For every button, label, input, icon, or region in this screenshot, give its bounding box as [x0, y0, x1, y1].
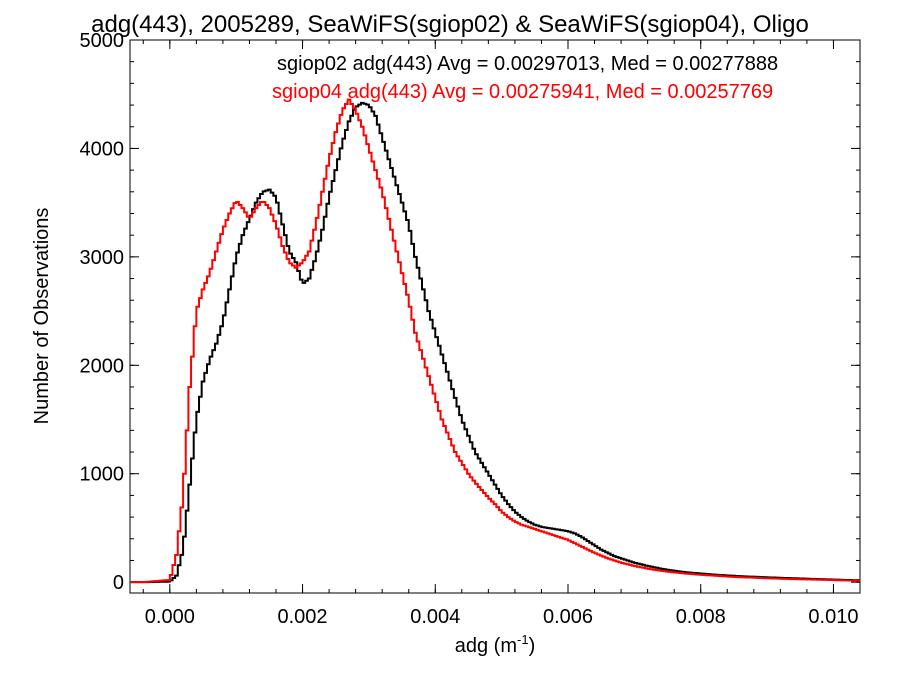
- plot-area: 0.000 0.002 0.004 0.006 0.008 0.010 0 1000 2000…: [80, 30, 861, 628]
- series-lines: [130, 98, 860, 584]
- y-tick-label: 1000: [80, 464, 125, 486]
- x-tick-label: 0.008: [676, 606, 726, 628]
- legend-entry-sgiop02: sgiop02 adg(443) Avg = 0.00297013, Med =…: [277, 53, 778, 75]
- x-tick-label: 0.002: [278, 606, 328, 628]
- y-tick-label: 0: [113, 572, 124, 594]
- y-axis-label: Number of Observations: [31, 208, 53, 425]
- series-line-sgiop02: [130, 101, 860, 584]
- plot-frame: [129, 39, 861, 594]
- x-tick-label: 0.010: [808, 606, 858, 628]
- y-tick-label: 3000: [80, 247, 125, 269]
- x-axis-label-main: adg (m: [455, 635, 517, 657]
- x-axis-label-superscript: -1: [517, 632, 529, 647]
- x-axis-label-close: ): [529, 635, 536, 657]
- y-tick-label: 4000: [80, 138, 125, 160]
- x-tick-label: 0.000: [145, 606, 195, 628]
- x-tick-label: 0.004: [410, 606, 460, 628]
- y-tick-label: 5000: [80, 30, 125, 52]
- x-axis-label: adg (m-1): [455, 632, 535, 657]
- x-tick-label: 0.006: [543, 606, 593, 628]
- y-tick-label: 2000: [80, 355, 125, 377]
- x-axis-ticks: 0.000 0.002 0.004 0.006 0.008 0.010: [142, 40, 861, 628]
- y-axis-ticks: 0 1000 2000 3000 4000 5000: [80, 30, 860, 594]
- legend-entry-sgiop04: sgiop04 adg(443) Avg = 0.00275941, Med =…: [272, 81, 773, 103]
- chart-title: adg(443), 2005289, SeaWiFS(sgiop02) & Se…: [91, 11, 809, 38]
- series-line-sgiop04: [130, 98, 860, 584]
